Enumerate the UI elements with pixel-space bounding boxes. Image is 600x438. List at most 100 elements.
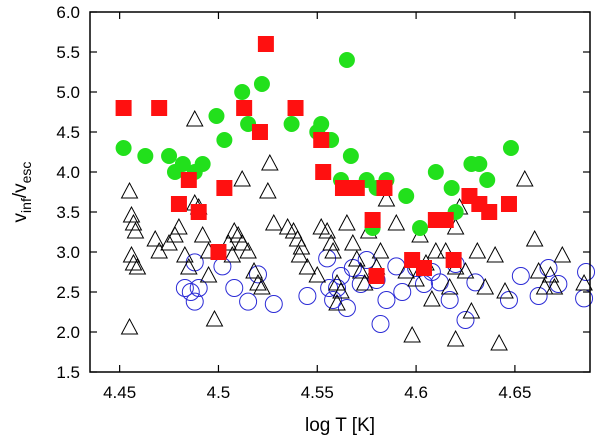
green-filled-circles-point-30 [502, 140, 519, 156]
red-filled-squares-point-3 [180, 172, 197, 188]
open-circles-point-0 [175, 279, 194, 297]
open-triangles-point-72 [486, 245, 504, 263]
green-filled-circles-point-17 [338, 52, 355, 68]
axis-ticks: 4.45 4.5 4.55 4.6 4.65 1.5 2.0 2.5 3.0 3.5 4.0 4.5 5… [56, 3, 590, 402]
x-tick-label-4: 4.65 [498, 383, 531, 402]
open-circles-point-31 [499, 291, 518, 309]
open-triangles-point-24 [225, 221, 244, 239]
open-circles-point-7 [239, 292, 258, 311]
green-filled-circles-point-9 [234, 84, 251, 100]
open-circles-point-8 [248, 265, 267, 284]
green-filled-circles-point-23 [412, 220, 429, 236]
red-filled-squares-point-8 [251, 124, 268, 140]
red-filled-squares-point-12 [315, 164, 332, 180]
green-filled-circles-point-2 [161, 148, 178, 164]
open-circles-point-5 [213, 257, 232, 276]
y-tick-label-8: 5.5 [56, 43, 80, 62]
open-triangles-point-46 [328, 273, 346, 291]
open-triangles-point-80 [545, 277, 564, 295]
y-axis-label: vinf/vesc [10, 162, 34, 223]
open-triangles-point-4 [122, 245, 141, 263]
open-triangles-point-30 [249, 273, 267, 291]
open-triangles-point-32 [259, 181, 277, 199]
open-triangles-point-39 [292, 237, 311, 255]
open-circles-point-3 [189, 279, 208, 297]
open-triangles-point-76 [525, 229, 544, 247]
red-filled-squares-point-13 [334, 180, 351, 196]
y-tick-label-1: 2.0 [56, 323, 80, 342]
x-tick-label-3: 4.6 [404, 383, 428, 402]
y-tick-label-2: 2.5 [56, 283, 80, 302]
open-triangles-point-7 [120, 317, 139, 335]
open-triangles-point-55 [371, 241, 390, 259]
open-triangles-point-84 [446, 329, 465, 347]
open-circles-point-16 [343, 259, 362, 277]
red-filled-squares-point-14 [348, 180, 365, 196]
open-triangles-point-59 [407, 269, 425, 287]
open-triangles-point-18 [193, 225, 212, 243]
open-circles-point-6 [225, 279, 244, 297]
open-triangles-point-49 [344, 233, 362, 251]
red-filled-squares-point-21 [437, 212, 454, 228]
open-triangles-point-14 [179, 257, 198, 275]
red-filled-squares-point-4 [190, 204, 207, 220]
open-triangles-point-68 [456, 261, 475, 279]
open-triangles-point-5 [124, 253, 143, 271]
open-circles-point-27 [440, 291, 459, 309]
x-tick-label-2: 4.55 [301, 383, 334, 402]
open-triangles-point-74 [496, 281, 514, 299]
open-triangles-point-31 [253, 277, 271, 295]
red-filled-squares-point-0 [115, 100, 132, 116]
green-filled-circles-point-12 [283, 116, 300, 132]
red-filled-squares-point-17 [376, 180, 393, 196]
data-marks [115, 36, 596, 351]
open-circles-point-2 [185, 292, 204, 311]
y-label-slash-v: /v [10, 183, 31, 198]
x-axis-label: log T [K] [305, 415, 375, 436]
open-triangles-point-19 [199, 265, 218, 283]
y-label-sub-esc: esc [18, 162, 34, 184]
open-triangles-point-40 [298, 257, 317, 275]
red-filled-squares-point-5 [210, 244, 227, 260]
open-triangles-point-85 [328, 293, 346, 311]
red-filled-squares-point-11 [313, 132, 330, 148]
open-circles-point-33 [529, 287, 548, 305]
open-circles-point-32 [511, 267, 530, 285]
green-filled-circles-point-6 [194, 156, 211, 172]
open-circles-point-12 [320, 279, 339, 297]
open-triangles-point-42 [312, 217, 331, 235]
open-circles-point-20 [377, 291, 396, 309]
y-label-sub-inf: inf [18, 198, 34, 213]
open-circles-point-39 [328, 279, 347, 297]
open-triangles-point-83 [403, 325, 421, 343]
green-filled-circles-point-0 [115, 140, 132, 156]
red-filled-squares-point-25 [481, 204, 498, 220]
open-triangles-point-2 [124, 213, 143, 231]
green-filled-circles-point-8 [216, 132, 233, 148]
y-tick-label-9: 6.0 [56, 3, 80, 22]
red-filled-squares-point-19 [415, 260, 432, 276]
red-filled-squares-point-26 [500, 196, 517, 212]
open-triangles-point-73 [490, 333, 508, 351]
open-circles-point-18 [357, 251, 376, 269]
open-circles-point-1 [181, 283, 200, 301]
open-triangles-point-35 [278, 217, 297, 235]
open-triangles-point-1 [122, 205, 141, 223]
green-filled-circles-point-29 [479, 172, 496, 188]
open-circles-point-24 [414, 275, 433, 293]
open-triangles-point-6 [128, 257, 147, 275]
open-triangles-point-47 [332, 281, 350, 299]
open-triangles-point-0 [120, 181, 139, 199]
open-triangles-point-43 [318, 221, 336, 239]
open-triangles-point-25 [229, 225, 248, 243]
open-circles-point-38 [371, 315, 390, 333]
open-triangles-point-51 [351, 261, 370, 279]
green-filled-circles-point-18 [342, 148, 359, 164]
red-filled-squares-point-15 [364, 212, 381, 228]
green-filled-circles-point-1 [137, 148, 154, 164]
open-triangles-point-50 [347, 249, 366, 267]
open-triangles-point-33 [261, 153, 279, 171]
open-triangles-point-41 [308, 265, 327, 283]
x-tick-label-0: 4.45 [103, 383, 136, 402]
open-triangles-point-29 [245, 261, 263, 279]
